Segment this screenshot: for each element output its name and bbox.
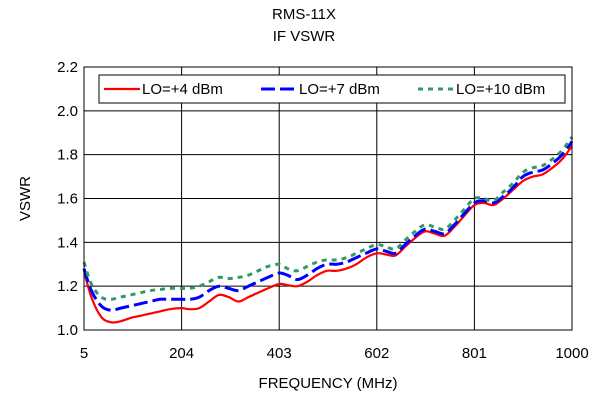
y-tick-label-2: 1.4 [57,234,78,251]
x-tick-labels: 5 204 403 602 801 1000 [80,345,589,362]
series-lines [82,136,574,324]
y-tick-label-3: 1.6 [57,191,78,208]
legend-label-3: LO=+10 dBm [456,81,545,98]
y-tick-label-5: 2.0 [57,103,78,120]
legend-label-1: LO=+4 dBm [142,81,223,98]
series-line-3 [82,136,574,301]
y-tick-label-4: 1.8 [57,147,78,164]
x-tick-label-2: 403 [267,345,292,362]
chart-subtitle: IF VSWR [272,28,336,45]
chart-title: RMS-11X [272,6,336,23]
y-tick-label-6: 2.2 [57,59,78,76]
y-axis-label: VSWR [17,176,34,221]
x-tick-label-4: 801 [462,345,487,362]
y-tick-label-1: 1.2 [57,278,78,295]
series-line-1 [82,145,573,324]
x-tick-label-5: 1000 [555,345,588,362]
y-tick-label-0: 1.0 [57,322,78,339]
legend: LO=+4 dBm LO=+7 dBm LO=+10 dBm [98,74,566,104]
legend-box [98,74,566,104]
plot-frame [83,66,573,331]
x-tick-label-3: 602 [364,345,389,362]
x-tick-label-0: 5 [80,345,88,362]
x-axis-label: FREQUENCY (MHz) [259,375,398,392]
legend-label-2: LO=+7 dBm [299,81,380,98]
y-tick-labels: 1.0 1.2 1.4 1.6 1.8 2.0 2.2 [57,59,78,339]
series-line-2 [82,140,574,312]
x-tick-label-1: 204 [169,345,194,362]
